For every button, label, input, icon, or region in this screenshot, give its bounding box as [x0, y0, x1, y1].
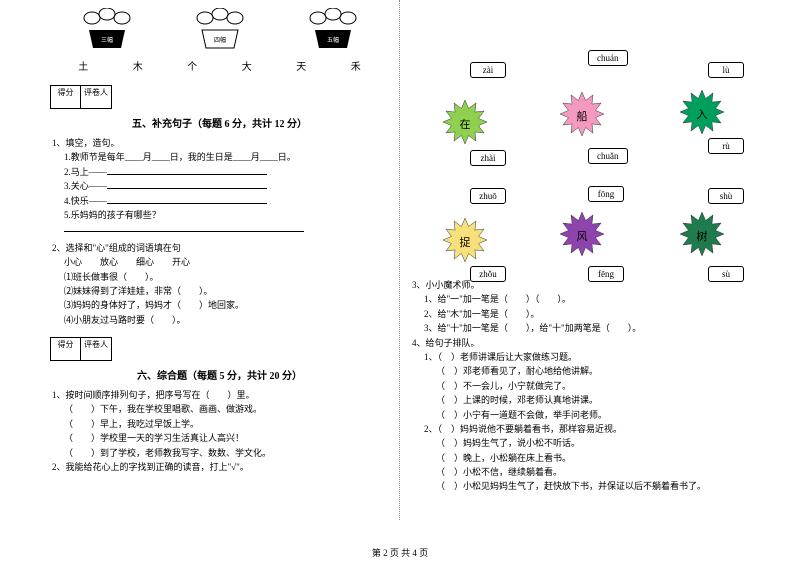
- pinyin-box: zhǒu: [470, 266, 506, 282]
- pinyin-box: chuǎn: [588, 148, 628, 164]
- q1-2: 2.马上——: [64, 165, 389, 179]
- q3-1: 1、给"一"加一笔是（ ）（ ）。: [424, 292, 750, 306]
- q4-1-5: （ ）小宁有一道题不会做，举手问老师。: [436, 408, 750, 422]
- q2-2: ⑵妹妹得到了洋娃娃，非常（ ）。: [64, 284, 389, 298]
- star-icon: 捉: [443, 218, 487, 262]
- pinyin-box: shù: [708, 188, 744, 204]
- star-icon: 树: [680, 212, 724, 256]
- q4-1-4: （ ）上课的时候，邓老师认真地讲课。: [436, 393, 750, 407]
- q1-5: 5.乐妈妈的孩子有哪些？: [64, 208, 389, 222]
- pinyin-box: lù: [708, 62, 744, 78]
- q6-2: 2、我能给花心上的字找到正确的读音，打上"√"。: [52, 460, 389, 474]
- q3-2: 2、给"木"加一笔是（ ）。: [424, 307, 750, 321]
- q6-1-2: （ ）早上，我吃过早饭上学。: [64, 417, 389, 431]
- svg-text:四幅: 四幅: [213, 36, 225, 44]
- flowerpot-row: 三幅 四幅 五幅: [50, 8, 389, 52]
- q1-1: 1.教师节是每年____月____日，我的生日是____月____日。: [64, 150, 389, 164]
- q6-1: 1、按时间顺序排列句子，把序号写在（ ）里。: [52, 388, 389, 402]
- q4-1-1: 1、（ ）老师讲课后让大家做练习题。: [424, 350, 750, 364]
- q2-opts: 小心 放心 细心 开心: [64, 255, 389, 269]
- q2: 2、选择和"心"组成的词语填在句: [52, 241, 389, 255]
- section-6: 得分 评卷人 六、综合题（每题 5 分，共计 20 分） 1、按时间顺序排列句子…: [50, 337, 389, 474]
- q4-h: 4、给句子排队。: [412, 336, 750, 350]
- q2-4: ⑷小朋友过马路时要（ ）。: [64, 313, 389, 327]
- score-cell: 得分: [51, 86, 81, 108]
- pinyin-diagram: 在船入捉风树zàichuánlùzhàichuǎnrùzhuōfōngshùzh…: [410, 8, 750, 278]
- section-6-title: 六、综合题（每题 5 分，共计 20 分）: [50, 367, 389, 382]
- q6-1-4: （ ）到了学校，老师教我写字、数数、学文化。: [64, 446, 389, 460]
- pinyin-box: rù: [708, 138, 744, 154]
- q6-1-3: （ ）学校里一天的学习生活真让人高兴！: [64, 431, 389, 445]
- pinyin-box: chuán: [588, 50, 628, 66]
- score-cell: 评卷人: [81, 86, 111, 108]
- star-icon: 船: [560, 92, 604, 136]
- q4-1-2: （ ）邓老师看见了，耐心地给他讲解。: [436, 364, 750, 378]
- q1-3: 3.关心——: [64, 179, 389, 193]
- pinyin-box: fōng: [588, 186, 624, 202]
- section-5-title: 五、补充句子（每题 6 分，共计 12 分）: [50, 115, 389, 130]
- char: 天: [296, 58, 306, 73]
- q2-1: ⑴班长做事很（ ）。: [64, 270, 389, 284]
- q1-5-blank: [64, 222, 389, 236]
- left-column: 三幅 四幅 五幅 土 木 个 大 天 禾 得分 评卷人 五、补充句子（每题 6 …: [40, 0, 400, 520]
- star-icon: 在: [443, 100, 487, 144]
- pinyin-box: zhài: [470, 150, 506, 166]
- pinyin-box: zhuō: [470, 188, 506, 204]
- q4-2-2: （ ）妈妈生气了，说小松不听话。: [436, 436, 750, 450]
- flowerpot-1: 三幅: [77, 8, 137, 52]
- char: 大: [242, 58, 252, 73]
- character-row: 土 木 个 大 天 禾: [50, 58, 389, 73]
- pinyin-box: sù: [708, 266, 744, 282]
- char: 个: [187, 58, 197, 73]
- q4-2-1: 2、（ ）妈妈说他不要躺着看书，那样容易近视。: [424, 422, 750, 436]
- right-column: 在 船 入捉 风 树 zài chuán lù zhài chuǎn rù zhuō fōng shù zh…: [400, 0, 760, 520]
- flowerpot-2: 四幅: [190, 8, 250, 52]
- score-cell: 得分: [51, 338, 81, 360]
- q1: 1、填空，造句。: [52, 136, 389, 150]
- q2-3: ⑶妈妈的身体好了，妈妈才（ ）地回家。: [64, 298, 389, 312]
- pinyin-box: fēng: [588, 266, 624, 282]
- flowerpot-3: 五幅: [303, 8, 363, 52]
- char: 禾: [351, 58, 361, 73]
- star-icon: 风: [560, 212, 604, 256]
- page-footer: 第 2 页 共 4 页: [0, 546, 800, 559]
- q1-4: 4.快乐——: [64, 194, 389, 208]
- char: 木: [133, 58, 143, 73]
- score-box: 得分 评卷人: [50, 337, 112, 361]
- score-cell: 评卷人: [81, 338, 111, 360]
- svg-text:五幅: 五幅: [326, 36, 338, 44]
- q6-1-1: （ ）下午，我在学校里唱歌、画画、做游戏。: [64, 402, 389, 416]
- score-box: 得分 评卷人: [50, 85, 112, 109]
- char: 土: [78, 58, 88, 73]
- section-5: 得分 评卷人 五、补充句子（每题 6 分，共计 12 分） 1、填空，造句。 1…: [50, 85, 389, 327]
- q4-1-3: （ ）不一会儿，小宁就做完了。: [436, 379, 750, 393]
- q4-2-3: （ ）晚上，小松躺在床上看书。: [436, 451, 750, 465]
- pinyin-box: zài: [470, 62, 506, 78]
- q4-2-4: （ ）小松不信，继续躺着看。: [436, 465, 750, 479]
- q3-3: 3、给"十"加一笔是（ ），给"十"加两笔是（ ）。: [424, 321, 750, 335]
- star-icon: 入: [680, 90, 724, 134]
- svg-text:三幅: 三幅: [100, 36, 112, 44]
- q3-h: 3、小小魔术师。: [412, 278, 750, 292]
- q4-2-5: （ ）小松见妈妈生气了，赶快放下书，并保证以后不躺着看书了。: [436, 479, 750, 493]
